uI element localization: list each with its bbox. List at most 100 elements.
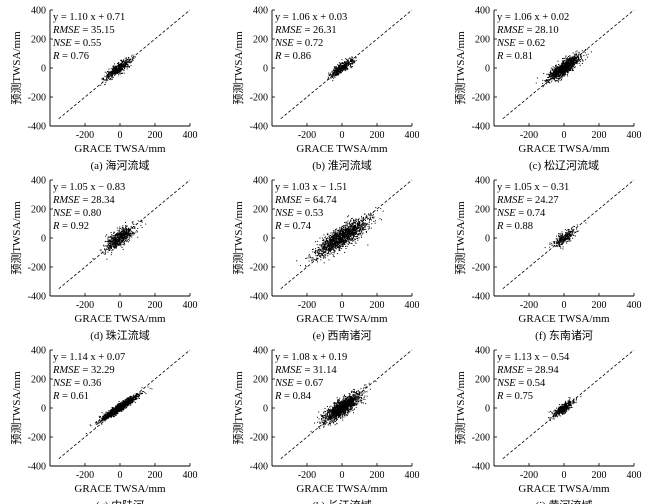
scatter-point	[104, 253, 106, 255]
scatter-point	[343, 229, 345, 231]
scatter-point	[343, 229, 345, 231]
scatter-point	[119, 235, 121, 237]
scatter-point	[544, 247, 546, 249]
scatter-point	[349, 242, 351, 244]
scatter-point	[569, 56, 571, 58]
scatter-point	[559, 68, 561, 70]
y-tick-label: 0	[263, 234, 268, 245]
scatter-point	[553, 75, 555, 77]
y-tick-label: -200	[28, 93, 46, 104]
scatter-point	[555, 64, 557, 66]
scatter-point	[357, 226, 359, 228]
scatter-point	[124, 234, 126, 236]
scatter-point	[559, 66, 561, 68]
scatter-point	[115, 233, 117, 235]
scatter-point	[568, 240, 570, 242]
scatter-point	[358, 230, 360, 232]
scatter-point	[113, 232, 115, 234]
scatter-point	[359, 228, 361, 230]
scatter-point	[570, 235, 572, 237]
scatter-point	[340, 230, 342, 232]
scatter-point	[135, 231, 137, 233]
scatter-point	[569, 65, 571, 67]
scatter-point	[328, 249, 330, 251]
scatter-point	[128, 58, 130, 60]
scatter-point	[552, 72, 554, 74]
scatter-point	[107, 248, 109, 250]
scatter-point	[558, 235, 560, 237]
scatter-point	[109, 79, 111, 81]
scatter-point	[346, 229, 348, 231]
scatter-point	[117, 235, 119, 237]
scatter-point	[560, 236, 562, 238]
scatter-point	[332, 75, 334, 77]
scatter-point	[323, 242, 325, 244]
scatter-point	[336, 241, 338, 243]
scatter-point	[560, 68, 562, 70]
scatter-point	[110, 231, 112, 233]
scatter-point	[569, 68, 571, 70]
scatter-point	[353, 236, 355, 238]
scatter-point	[132, 227, 134, 229]
scatter-point	[564, 238, 566, 240]
scatter-point	[559, 233, 561, 235]
scatter-point	[136, 223, 138, 225]
scatter-point	[349, 232, 351, 234]
scatter-point	[353, 234, 355, 236]
scatter-point	[129, 235, 131, 237]
scatter-point	[571, 58, 573, 60]
scatter-point	[122, 68, 124, 70]
scatter-point	[326, 244, 328, 246]
scatter-point	[128, 236, 130, 238]
scatter-point	[123, 237, 125, 239]
scatter-point	[110, 245, 112, 247]
scatter-point	[338, 237, 340, 239]
scatter-point	[345, 228, 347, 230]
scatter-point	[572, 230, 574, 232]
scatter-point	[562, 67, 564, 69]
scatter-point	[341, 235, 343, 237]
scatter-point	[336, 248, 338, 250]
regression-equation: y = 1.05 x − 0.83	[53, 182, 125, 193]
scatter-point	[343, 236, 345, 238]
scatter-point	[561, 63, 563, 65]
x-tick-label: 400	[183, 470, 198, 481]
scatter-point	[362, 223, 364, 225]
scatter-point	[107, 75, 109, 77]
scatter-point	[546, 79, 548, 81]
scatter-point	[572, 237, 574, 239]
scatter-point	[326, 246, 328, 248]
scatter-point	[118, 67, 120, 69]
scatter-point	[124, 233, 126, 235]
scatter-point	[348, 241, 350, 243]
scatter-point	[357, 238, 359, 240]
scatter-point	[360, 231, 362, 233]
scatter-point	[555, 69, 557, 71]
scatter-point	[330, 239, 332, 241]
scatter-point	[107, 236, 109, 238]
scatter-point	[354, 235, 356, 237]
scatter-point	[141, 226, 143, 228]
y-tick-label: 0	[41, 404, 46, 415]
scatter-point	[336, 68, 338, 70]
scatter-point	[571, 233, 573, 235]
scatter-point	[108, 240, 110, 242]
scatter-point	[128, 60, 130, 62]
scatter-point	[346, 230, 348, 232]
scatter-point	[356, 228, 358, 230]
scatter-point	[110, 68, 112, 70]
scatter-point	[556, 243, 558, 245]
stat-nse: NSE = 0.72	[274, 38, 323, 49]
scatter-point	[104, 240, 106, 242]
x-tick-label: 400	[627, 300, 642, 311]
scatter-point	[355, 231, 357, 233]
scatter-point	[344, 69, 346, 71]
scatter-point	[111, 77, 113, 79]
scatter-point	[339, 64, 341, 66]
x-tick-label: -200	[298, 130, 316, 141]
scatter-point	[312, 248, 314, 250]
panel-caption: (e) 西南诸河	[313, 329, 372, 342]
scatter-point	[113, 73, 115, 75]
scatter-point	[346, 228, 348, 230]
scatter-point	[356, 227, 358, 229]
